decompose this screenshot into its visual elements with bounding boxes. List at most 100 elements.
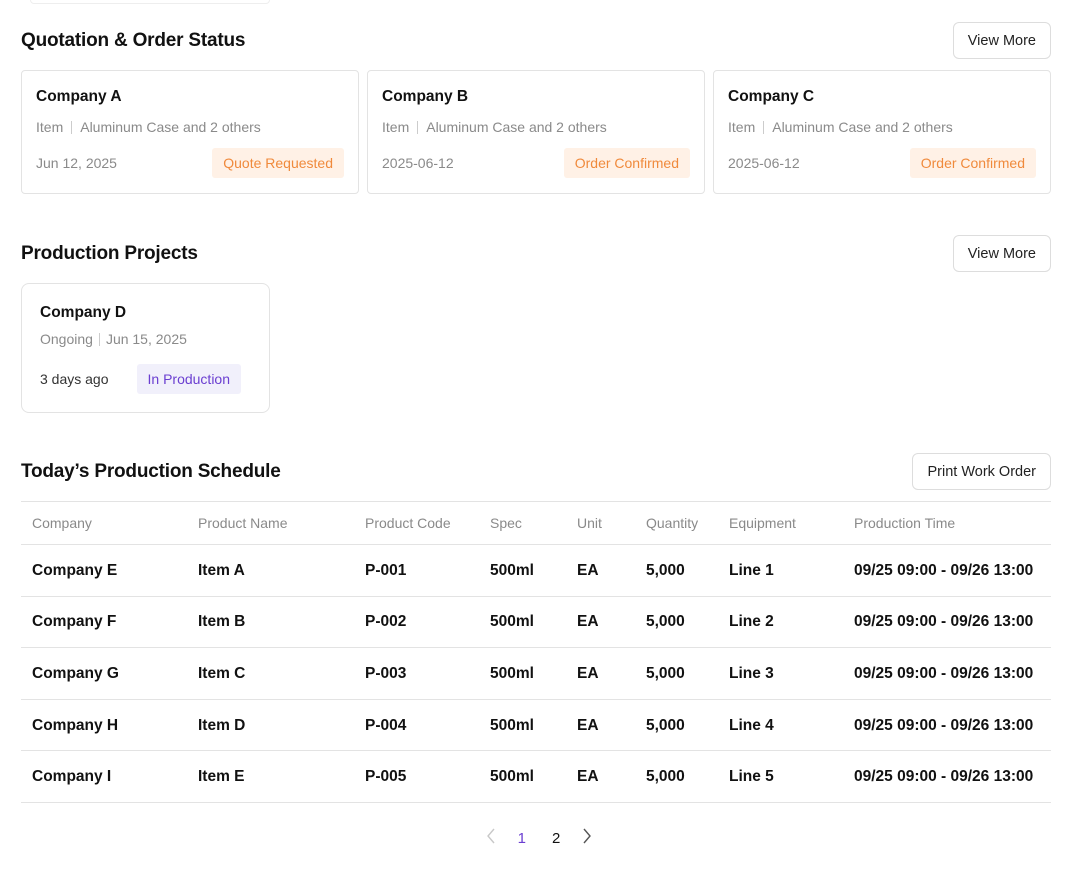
cell-unit: EA bbox=[566, 544, 635, 597]
cell-product-code: P-004 bbox=[354, 699, 479, 752]
cell-production-time: 09/25 09:00 - 09/26 13:00 bbox=[843, 750, 1051, 803]
column-header-company: Company bbox=[21, 501, 187, 545]
column-header-production-time: Production Time bbox=[843, 501, 1051, 545]
cell-product-name: Item D bbox=[187, 699, 354, 752]
cell-equipment: Line 4 bbox=[718, 699, 843, 752]
cell-unit: EA bbox=[566, 699, 635, 752]
table-header-row: Company Product Name Product Code Spec U… bbox=[21, 501, 1051, 545]
card-item-summary: Item Aluminum Case and 2 others bbox=[728, 119, 1036, 135]
cell-unit: EA bbox=[566, 596, 635, 649]
cell-product-name: Item B bbox=[187, 596, 354, 649]
quotation-view-more-button[interactable]: View More bbox=[952, 22, 1051, 59]
table-row[interactable]: Company E Item A P-001 500ml EA 5,000 Li… bbox=[21, 544, 1051, 597]
project-meta: Ongoing Jun 15, 2025 bbox=[40, 331, 251, 347]
status-badge: Order Confirmed bbox=[563, 148, 690, 178]
cell-product-code: P-002 bbox=[354, 596, 479, 649]
card-company-name: Company A bbox=[36, 88, 122, 105]
cell-equipment: Line 3 bbox=[718, 647, 843, 700]
project-date: Jun 15, 2025 bbox=[105, 331, 187, 347]
status-badge: Order Confirmed bbox=[909, 148, 1036, 178]
card-footer: Jun 12, 2025 Quote Requested bbox=[36, 148, 344, 178]
card-company-name: Company B bbox=[382, 88, 469, 105]
cell-company: Company E bbox=[21, 544, 187, 597]
cell-product-name: Item A bbox=[187, 544, 354, 597]
table-row[interactable]: Company G Item C P-003 500ml EA 5,000 Li… bbox=[21, 647, 1051, 700]
cell-quantity: 5,000 bbox=[635, 596, 718, 649]
card-item-summary: Item Aluminum Case and 2 others bbox=[382, 119, 690, 135]
cell-company: Company F bbox=[21, 596, 187, 649]
projects-view-more-button[interactable]: View More bbox=[952, 235, 1051, 272]
schedule-section-header: Today’s Production Schedule Print Work O… bbox=[21, 453, 1051, 490]
table-row[interactable]: Company F Item B P-002 500ml EA 5,000 Li… bbox=[21, 596, 1051, 649]
card-footer: 2025-06-12 Order Confirmed bbox=[382, 148, 690, 178]
print-work-order-button[interactable]: Print Work Order bbox=[912, 453, 1051, 490]
column-header-quantity: Quantity bbox=[635, 501, 718, 545]
pagination: 1 2 bbox=[0, 828, 1078, 849]
card-item-text: Aluminum Case and 2 others bbox=[426, 119, 607, 135]
status-badge: In Production bbox=[136, 364, 241, 394]
cell-spec: 500ml bbox=[479, 596, 566, 649]
meta-divider bbox=[417, 120, 419, 134]
cell-product-code: P-005 bbox=[354, 750, 479, 803]
cell-equipment: Line 5 bbox=[718, 750, 843, 803]
quotation-section-header: Quotation & Order Status View More bbox=[21, 22, 1051, 59]
cell-spec: 500ml bbox=[479, 544, 566, 597]
quotation-card[interactable]: Company B Item Aluminum Case and 2 other… bbox=[367, 70, 705, 194]
table-row[interactable]: Company I Item E P-005 500ml EA 5,000 Li… bbox=[21, 750, 1051, 803]
cell-product-code: P-001 bbox=[354, 544, 479, 597]
project-footer: 3 days ago In Production bbox=[40, 364, 251, 394]
cell-product-code: P-003 bbox=[354, 647, 479, 700]
column-header-equipment: Equipment bbox=[718, 501, 843, 545]
cell-production-time: 09/25 09:00 - 09/26 13:00 bbox=[843, 544, 1051, 597]
meta-divider bbox=[763, 120, 765, 134]
cell-unit: EA bbox=[566, 647, 635, 700]
column-header-unit: Unit bbox=[566, 501, 635, 545]
card-item-summary: Item Aluminum Case and 2 others bbox=[36, 119, 344, 135]
project-company-name: Company D bbox=[40, 304, 127, 321]
card-item-text: Aluminum Case and 2 others bbox=[772, 119, 953, 135]
production-schedule-table: Company Product Name Product Code Spec U… bbox=[21, 501, 1051, 803]
cell-spec: 500ml bbox=[479, 750, 566, 803]
card-item-label: Item bbox=[36, 119, 64, 135]
card-company-name: Company C bbox=[728, 88, 815, 105]
schedule-section-title: Today’s Production Schedule bbox=[21, 460, 281, 482]
cell-equipment: Line 1 bbox=[718, 544, 843, 597]
projects-section-title: Production Projects bbox=[21, 242, 198, 264]
cell-quantity: 5,000 bbox=[635, 647, 718, 700]
card-item-label: Item bbox=[728, 119, 756, 135]
column-header-product-name: Product Name bbox=[187, 501, 354, 545]
meta-divider bbox=[71, 120, 73, 134]
cell-production-time: 09/25 09:00 - 09/26 13:00 bbox=[843, 596, 1051, 649]
card-item-label: Item bbox=[382, 119, 410, 135]
card-item-text: Aluminum Case and 2 others bbox=[80, 119, 261, 135]
cell-quantity: 5,000 bbox=[635, 544, 718, 597]
cell-company: Company I bbox=[21, 750, 187, 803]
cell-company: Company H bbox=[21, 699, 187, 752]
previous-section-edge bbox=[30, 0, 270, 4]
cell-production-time: 09/25 09:00 - 09/26 13:00 bbox=[843, 647, 1051, 700]
chevron-left-icon[interactable] bbox=[486, 828, 496, 849]
cell-spec: 500ml bbox=[479, 647, 566, 700]
cell-production-time: 09/25 09:00 - 09/26 13:00 bbox=[843, 699, 1051, 752]
cell-equipment: Line 2 bbox=[718, 596, 843, 649]
quotation-card[interactable]: Company A Item Aluminum Case and 2 other… bbox=[21, 70, 359, 194]
table-row[interactable]: Company H Item D P-004 500ml EA 5,000 Li… bbox=[21, 699, 1051, 752]
page-number-2[interactable]: 2 bbox=[552, 830, 561, 847]
quotation-card-list: Company A Item Aluminum Case and 2 other… bbox=[21, 70, 1051, 194]
projects-section-header: Production Projects View More bbox=[21, 235, 1051, 272]
cell-spec: 500ml bbox=[479, 699, 566, 752]
cell-product-name: Item C bbox=[187, 647, 354, 700]
chevron-right-icon[interactable] bbox=[582, 828, 592, 849]
cell-quantity: 5,000 bbox=[635, 750, 718, 803]
quotation-section-title: Quotation & Order Status bbox=[21, 29, 246, 51]
card-date: 2025-06-12 bbox=[728, 155, 800, 171]
quotation-card[interactable]: Company C Item Aluminum Case and 2 other… bbox=[713, 70, 1051, 194]
cell-unit: EA bbox=[566, 750, 635, 803]
cell-product-name: Item E bbox=[187, 750, 354, 803]
cell-quantity: 5,000 bbox=[635, 699, 718, 752]
project-card[interactable]: Company D Ongoing Jun 15, 2025 3 days ag… bbox=[21, 283, 270, 413]
project-state: Ongoing bbox=[40, 331, 93, 347]
cell-company: Company G bbox=[21, 647, 187, 700]
card-date: Jun 12, 2025 bbox=[36, 155, 117, 171]
page-number-1[interactable]: 1 bbox=[517, 830, 526, 847]
